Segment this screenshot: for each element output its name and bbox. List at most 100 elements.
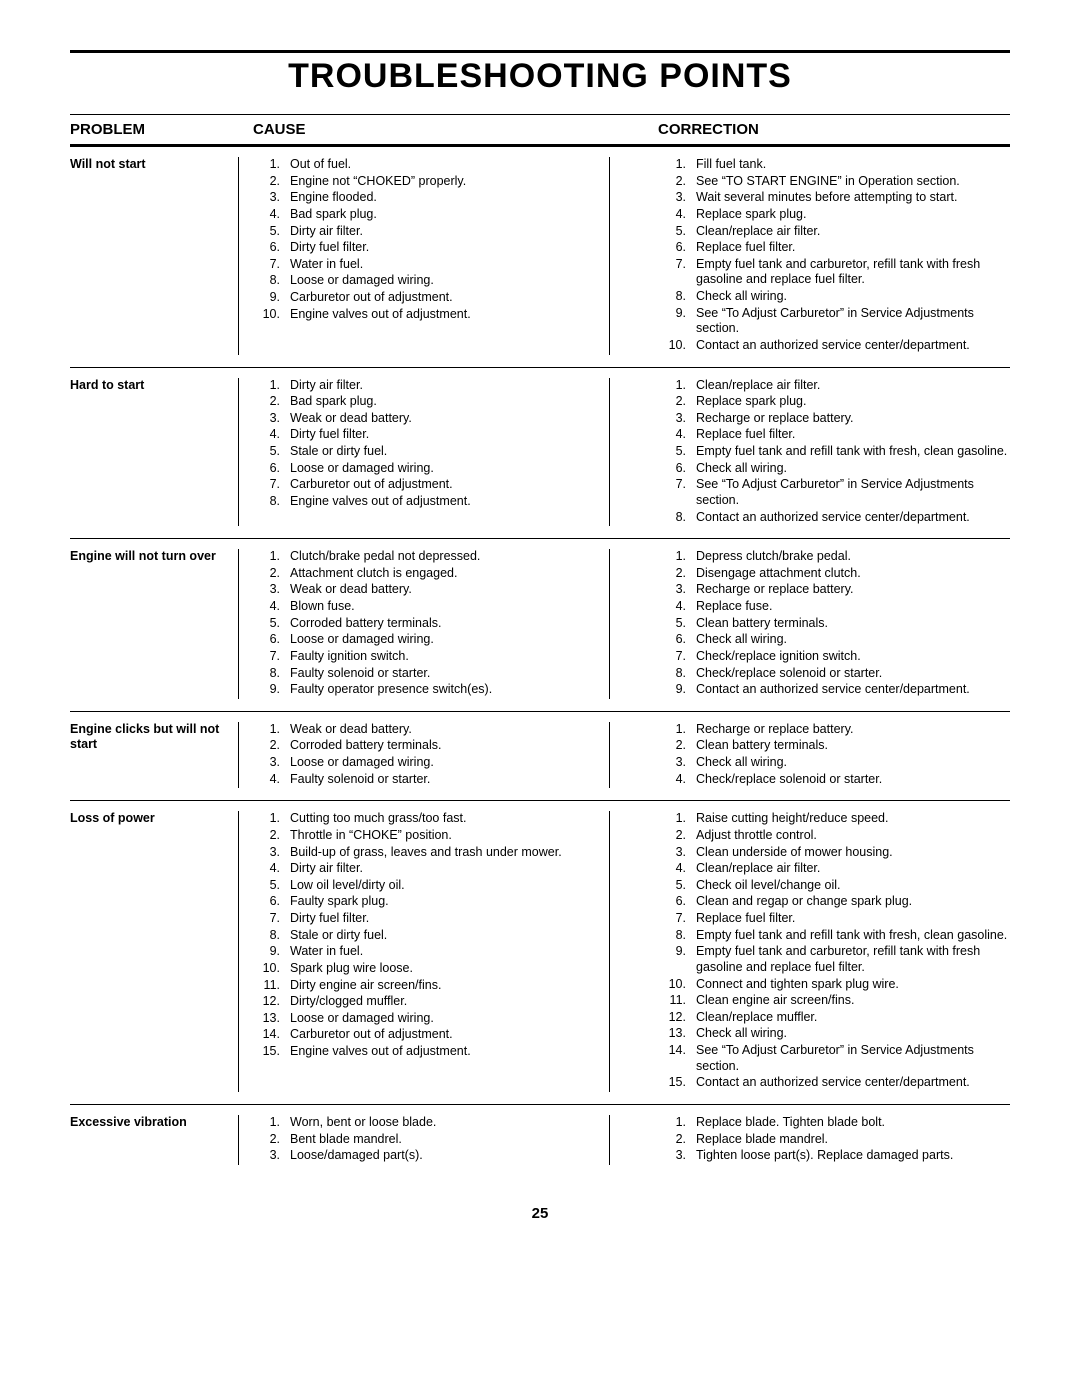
item-text: Dirty engine air screen/fins. bbox=[290, 978, 599, 994]
table-body: Will not start1.Out of fuel.2.Engine not… bbox=[70, 147, 1010, 1177]
item-number: 8. bbox=[254, 273, 290, 289]
item-text: Engine valves out of adjustment. bbox=[290, 1044, 599, 1060]
list-item: 9.Water in fuel. bbox=[254, 944, 599, 960]
list-item: 2.Engine not “CHOKED” properly. bbox=[254, 174, 599, 190]
item-text: Replace spark plug. bbox=[696, 207, 1010, 223]
item-number: 2. bbox=[660, 566, 696, 582]
item-text: Raise cutting height/reduce speed. bbox=[696, 811, 1010, 827]
item-text: Check all wiring. bbox=[696, 755, 1010, 771]
item-text: Clutch/brake pedal not depressed. bbox=[290, 549, 599, 565]
list-item: 2.Replace spark plug. bbox=[660, 394, 1010, 410]
item-text: Faulty ignition switch. bbox=[290, 649, 599, 665]
item-number: 4. bbox=[660, 427, 696, 443]
list-item: 8.Check/replace solenoid or starter. bbox=[660, 666, 1010, 682]
item-text: Wait several minutes before attempting t… bbox=[696, 190, 1010, 206]
item-text: Bad spark plug. bbox=[290, 207, 599, 223]
item-number: 6. bbox=[660, 632, 696, 648]
cause-list: 1.Worn, bent or loose blade.2.Bent blade… bbox=[254, 1115, 599, 1164]
list-item: 3.Recharge or replace battery. bbox=[660, 411, 1010, 427]
cause-list: 1.Weak or dead battery.2.Corroded batter… bbox=[254, 722, 599, 788]
item-number: 4. bbox=[660, 772, 696, 788]
item-text: Contact an authorized service center/dep… bbox=[696, 682, 1010, 698]
item-text: Loose or damaged wiring. bbox=[290, 273, 599, 289]
item-number: 7. bbox=[254, 911, 290, 927]
item-number: 2. bbox=[660, 738, 696, 754]
list-item: 14.Carburetor out of adjustment. bbox=[254, 1027, 599, 1043]
list-item: 2.See “TO START ENGINE” in Operation sec… bbox=[660, 174, 1010, 190]
item-number: 8. bbox=[660, 289, 696, 305]
table-row: Hard to start1.Dirty air filter.2.Bad sp… bbox=[70, 368, 1010, 540]
item-number: 8. bbox=[254, 494, 290, 510]
item-number: 5. bbox=[254, 224, 290, 240]
item-text: Corroded battery terminals. bbox=[290, 738, 599, 754]
item-text: Dirty fuel filter. bbox=[290, 911, 599, 927]
list-item: 10.Engine valves out of adjustment. bbox=[254, 307, 599, 323]
item-number: 7. bbox=[660, 477, 696, 493]
item-text: Dirty/clogged muffler. bbox=[290, 994, 599, 1010]
item-number: 7. bbox=[254, 257, 290, 273]
list-item: 6.Clean and regap or change spark plug. bbox=[660, 894, 1010, 910]
item-text: Carburetor out of adjustment. bbox=[290, 290, 599, 306]
item-text: Out of fuel. bbox=[290, 157, 599, 173]
item-text: Empty fuel tank and carburetor, refill t… bbox=[696, 257, 1010, 288]
item-number: 11. bbox=[660, 993, 696, 1009]
item-number: 6. bbox=[660, 894, 696, 910]
item-text: Weak or dead battery. bbox=[290, 722, 599, 738]
item-number: 3. bbox=[660, 1148, 696, 1164]
list-item: 6.Loose or damaged wiring. bbox=[254, 461, 599, 477]
list-item: 10.Contact an authorized service center/… bbox=[660, 338, 1010, 354]
list-item: 5.Stale or dirty fuel. bbox=[254, 444, 599, 460]
item-text: Check all wiring. bbox=[696, 289, 1010, 305]
item-text: Depress clutch/brake pedal. bbox=[696, 549, 1010, 565]
correction-list: 1.Clean/replace air filter.2.Replace spa… bbox=[660, 378, 1010, 526]
list-item: 1.Worn, bent or loose blade. bbox=[254, 1115, 599, 1131]
item-text: Replace fuel filter. bbox=[696, 911, 1010, 927]
item-number: 3. bbox=[660, 845, 696, 861]
item-number: 2. bbox=[660, 1132, 696, 1148]
item-text: Replace blade mandrel. bbox=[696, 1132, 1010, 1148]
correction-cell: 1.Fill fuel tank.2.See “TO START ENGINE”… bbox=[609, 157, 1010, 355]
list-item: 2.Attachment clutch is engaged. bbox=[254, 566, 599, 582]
list-item: 12.Dirty/clogged muffler. bbox=[254, 994, 599, 1010]
item-number: 13. bbox=[660, 1026, 696, 1042]
item-text: Low oil level/dirty oil. bbox=[290, 878, 599, 894]
item-text: Replace fuel filter. bbox=[696, 240, 1010, 256]
item-number: 2. bbox=[254, 828, 290, 844]
item-text: Engine valves out of adjustment. bbox=[290, 494, 599, 510]
problem-cell: Excessive vibration bbox=[70, 1115, 238, 1165]
list-item: 3.Wait several minutes before attempting… bbox=[660, 190, 1010, 206]
list-item: 13.Loose or damaged wiring. bbox=[254, 1011, 599, 1027]
item-text: Replace fuel filter. bbox=[696, 427, 1010, 443]
table-row: Excessive vibration 1.Worn, bent or loose… bbox=[70, 1105, 1010, 1177]
item-number: 10. bbox=[660, 977, 696, 993]
list-item: 3.Loose/damaged part(s). bbox=[254, 1148, 599, 1164]
item-text: Carburetor out of adjustment. bbox=[290, 1027, 599, 1043]
item-text: Weak or dead battery. bbox=[290, 411, 599, 427]
correction-list: 1.Depress clutch/brake pedal.2.Disengage… bbox=[660, 549, 1010, 698]
list-item: 8.Stale or dirty fuel. bbox=[254, 928, 599, 944]
list-item: 2.Bad spark plug. bbox=[254, 394, 599, 410]
list-item: 2.Replace blade mandrel. bbox=[660, 1132, 1010, 1148]
item-number: 8. bbox=[254, 928, 290, 944]
item-number: 4. bbox=[660, 599, 696, 615]
item-number: 9. bbox=[660, 944, 696, 960]
item-number: 5. bbox=[660, 224, 696, 240]
list-item: 4.Replace fuel filter. bbox=[660, 427, 1010, 443]
list-item: 3.Recharge or replace battery. bbox=[660, 582, 1010, 598]
item-text: Bad spark plug. bbox=[290, 394, 599, 410]
item-text: Clean battery terminals. bbox=[696, 616, 1010, 632]
item-number: 3. bbox=[254, 755, 290, 771]
item-number: 5. bbox=[254, 616, 290, 632]
item-text: Carburetor out of adjustment. bbox=[290, 477, 599, 493]
list-item: 1.Depress clutch/brake pedal. bbox=[660, 549, 1010, 565]
item-text: Water in fuel. bbox=[290, 257, 599, 273]
item-number: 5. bbox=[660, 878, 696, 894]
item-text: Dirty fuel filter. bbox=[290, 240, 599, 256]
list-item: 7.Carburetor out of adjustment. bbox=[254, 477, 599, 493]
item-number: 5. bbox=[660, 444, 696, 460]
item-number: 8. bbox=[660, 666, 696, 682]
problem-cell: Engine clicks but will not start bbox=[70, 722, 238, 789]
list-item: 5.Empty fuel tank and refill tank with f… bbox=[660, 444, 1010, 460]
item-text: Stale or dirty fuel. bbox=[290, 444, 599, 460]
item-text: Clean/replace air filter. bbox=[696, 861, 1010, 877]
